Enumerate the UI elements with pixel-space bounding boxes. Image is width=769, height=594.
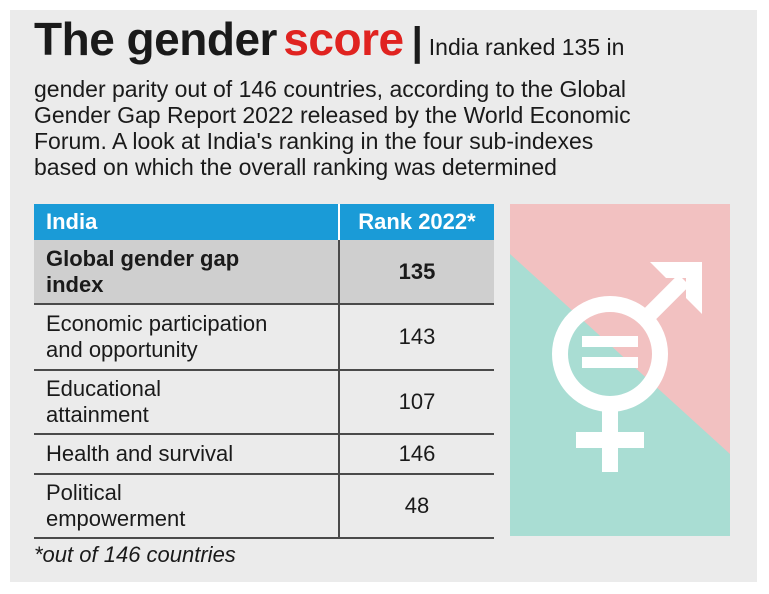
deck-line: based on which the overall ranking was d… bbox=[34, 154, 557, 180]
deck-line: India ranked 135 in bbox=[428, 34, 625, 60]
row-rank: 48 bbox=[338, 474, 494, 539]
title-line: The gender score | India ranked 135 in bbox=[34, 13, 734, 76]
row-label-line: Economic participation bbox=[46, 311, 268, 336]
table-row: Economic participation and opportunity 1… bbox=[34, 304, 494, 371]
row-rank: 107 bbox=[338, 370, 494, 435]
gender-equality-graphic bbox=[510, 204, 730, 536]
equals-bottom-bar bbox=[582, 357, 638, 368]
row-label: Political empowerment bbox=[34, 474, 339, 539]
gender-equality-icon bbox=[510, 204, 730, 536]
row-label: Economic participation and opportunity bbox=[34, 304, 339, 371]
table-row: Political empowerment 48 bbox=[34, 474, 494, 539]
table-row: Health and survival 146 bbox=[34, 434, 494, 475]
row-rank: 143 bbox=[338, 304, 494, 371]
intro-block: The gender score | India ranked 135 in gen… bbox=[34, 13, 734, 180]
row-label: Global gender gap index bbox=[34, 240, 339, 305]
arrow-shaft bbox=[640, 274, 690, 324]
row-label-line: attainment bbox=[46, 402, 149, 427]
column-header-india: India bbox=[34, 204, 340, 240]
row-label-line: Health and survival bbox=[46, 441, 234, 466]
row-label-line: Political bbox=[46, 480, 122, 505]
row-label: Educational attainment bbox=[34, 370, 339, 435]
table-row: Educational attainment 107 bbox=[34, 370, 494, 435]
rank-table: India Rank 2022* Global gender gap index… bbox=[34, 204, 494, 539]
row-label-line: empowerment bbox=[46, 506, 186, 531]
arrow-head bbox=[650, 262, 702, 314]
column-header-rank: Rank 2022* bbox=[339, 204, 494, 240]
equals-top-bar bbox=[582, 336, 638, 347]
table-header-row: India Rank 2022* bbox=[34, 204, 494, 240]
table-row: Global gender gap index 135 bbox=[34, 240, 494, 305]
row-label: Health and survival bbox=[34, 434, 339, 475]
deck-line: Gender Gap Report 2022 released by the W… bbox=[34, 102, 631, 128]
row-label-line: index bbox=[46, 271, 104, 297]
row-rank: 135 bbox=[338, 240, 494, 305]
footnote: *out of 146 countries bbox=[34, 542, 236, 567]
title-accent: score bbox=[283, 13, 404, 65]
row-label-line: and opportunity bbox=[46, 337, 198, 362]
deck-line: Forum. A look at India's ranking in the … bbox=[34, 128, 594, 154]
title-separator: | bbox=[411, 20, 423, 64]
deck-line: gender parity out of 146 countries, acco… bbox=[34, 76, 626, 102]
title-main: The gender bbox=[34, 13, 277, 65]
row-label-line: Educational bbox=[46, 376, 161, 401]
row-label-line: Global gender gap bbox=[46, 245, 240, 271]
row-rank: 146 bbox=[338, 434, 494, 475]
